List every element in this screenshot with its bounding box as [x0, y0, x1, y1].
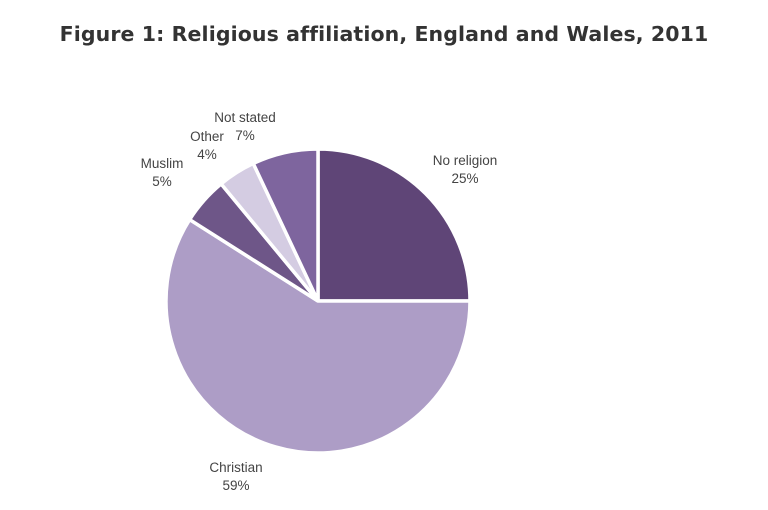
slice-label-percent: 7%	[235, 128, 255, 143]
slice-label-not-stated: Not stated 7%	[214, 110, 276, 143]
slice-label-percent: 25%	[451, 171, 478, 186]
slice-label-other: Other 4%	[190, 129, 224, 162]
pie-slice-not-stated	[250, 147, 320, 302]
slice-label-name: Not stated	[214, 110, 276, 125]
slice-label-percent: 59%	[222, 478, 249, 493]
slice-label-percent: 5%	[152, 174, 172, 189]
slice-label-name: Other	[190, 129, 224, 144]
slice-label-name: Muslim	[141, 156, 184, 171]
chart-title: Figure 1: Religious affiliation, England…	[59, 22, 709, 46]
slice-label-no-religion: No religion 25%	[433, 153, 498, 186]
pie-slice-no-religion	[316, 147, 472, 303]
slice-label-name: No religion	[433, 153, 498, 168]
pie-slice-christian	[164, 217, 472, 455]
slice-label-percent: 4%	[197, 147, 217, 162]
slice-label-muslim: Muslim 5%	[141, 156, 184, 189]
slice-label-name: Christian	[209, 460, 262, 475]
slice-label-christian: Christian 59%	[209, 460, 262, 493]
